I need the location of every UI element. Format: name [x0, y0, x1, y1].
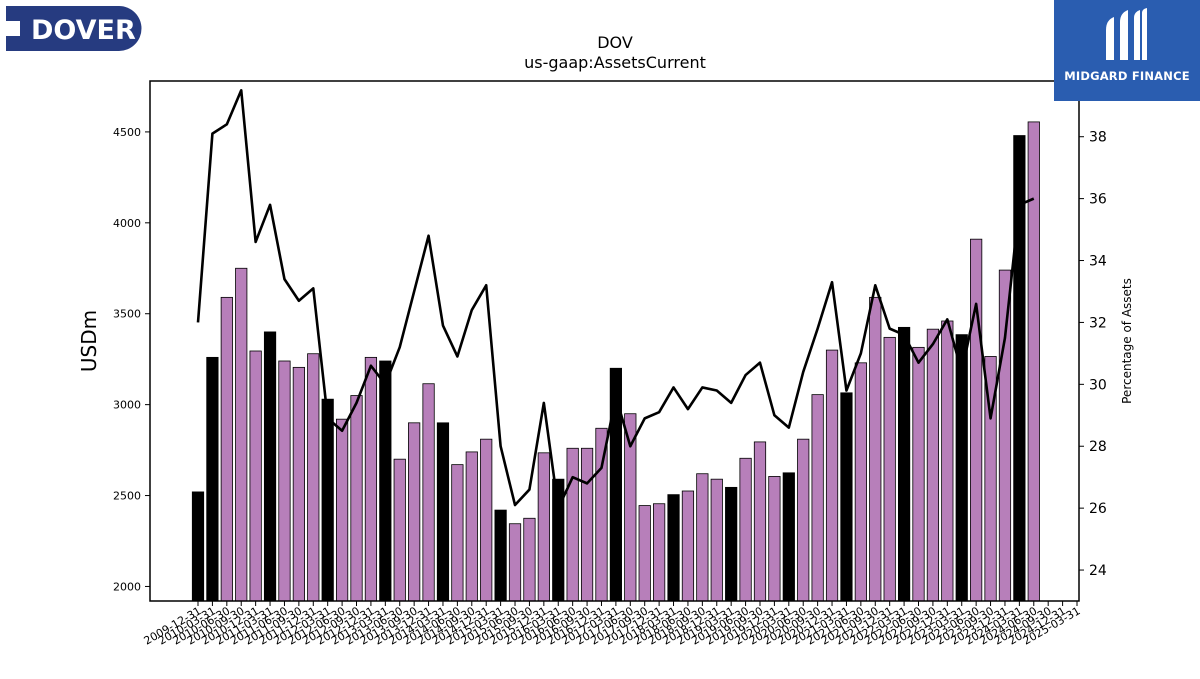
bar-quarterly	[292, 366, 305, 602]
bar-annual	[955, 334, 968, 602]
bar-quarterly	[249, 350, 262, 602]
bar-quarterly	[451, 464, 464, 602]
y-tick-label: 3500	[113, 308, 141, 321]
left-axis: 2000 2500 3000 3500 4000 4500	[113, 126, 150, 593]
bar-quarterly	[941, 320, 954, 602]
bar-quarterly	[508, 523, 522, 602]
bar-quarterly	[580, 447, 594, 602]
bar-annual	[263, 331, 277, 602]
bar-quarterly	[393, 458, 406, 602]
bar-quarterly	[638, 505, 651, 602]
midgard-finance-logo: MIDGARD FINANCE	[1054, 0, 1200, 101]
bar-quarterly	[768, 476, 781, 602]
bar-quarterly	[739, 457, 752, 602]
bar-quarterly	[335, 418, 349, 602]
bar-annual	[897, 326, 911, 602]
bar-annual	[191, 491, 205, 602]
bar-annual	[667, 494, 680, 602]
y-axis-label: USDm	[77, 310, 101, 372]
bar-quarterly	[926, 328, 940, 602]
bar-quarterly	[998, 269, 1012, 602]
bar-quarterly	[883, 336, 896, 602]
bar-quarterly	[912, 346, 925, 602]
bar-quarterly	[797, 438, 810, 602]
bar-quarterly	[653, 503, 666, 602]
y-tick-label: 4000	[113, 217, 141, 230]
bar-annual	[840, 392, 853, 602]
bar-quarterly	[869, 296, 882, 602]
y-tick-label: 3000	[113, 399, 141, 412]
y2-tick-label: 34	[1089, 254, 1107, 270]
bar-quarterly	[480, 438, 493, 602]
bar-quarterly	[566, 447, 579, 602]
bar-quarterly	[753, 441, 767, 602]
chart-title: DOV	[597, 33, 633, 52]
right-axis: 24 26 28 30 32 34 36 38	[1079, 130, 1107, 579]
x-axis: 2009-12-312010-03-312010-06-302010-09-30…	[142, 601, 1083, 648]
percentage-line	[196, 88, 1035, 510]
bar-quarterly	[523, 517, 536, 602]
dover-logo-text: DOVER	[31, 15, 136, 46]
bar-quarterly	[235, 267, 248, 602]
bar-quarterly	[1027, 121, 1040, 602]
midgard-emblem-icon	[1106, 8, 1147, 60]
bar-quarterly	[681, 490, 695, 602]
bar-quarterly	[811, 394, 824, 602]
bar-annual	[494, 509, 507, 602]
bar-quarterly	[710, 478, 723, 602]
dover-logo: DOVER	[6, 6, 142, 51]
bar-quarterly	[465, 451, 478, 602]
bar-annual	[379, 360, 392, 602]
bar-quarterly	[422, 383, 435, 602]
midgard-logo-text: MIDGARD FINANCE	[1064, 69, 1190, 83]
bar-quarterly	[307, 353, 320, 602]
bar-annual	[321, 398, 334, 602]
y2-tick-label: 30	[1089, 377, 1107, 393]
y-tick-label: 2500	[113, 490, 141, 503]
bar-quarterly	[537, 452, 550, 602]
bar-annual	[436, 422, 450, 602]
bar-quarterly	[220, 296, 233, 602]
bar-quarterly	[854, 362, 867, 602]
bar-annual	[725, 486, 738, 602]
bar-quarterly	[696, 473, 709, 602]
y2-axis-label: Percentage of Assets	[1120, 278, 1134, 404]
y2-tick-label: 38	[1089, 130, 1107, 146]
chart-subtitle: us-gaap:AssetsCurrent	[524, 53, 706, 72]
bar-quarterly	[278, 360, 291, 602]
bar-series	[191, 121, 1040, 602]
y-tick-label: 4500	[113, 126, 141, 139]
y2-tick-label: 28	[1089, 439, 1107, 455]
y-tick-label: 2000	[113, 580, 141, 593]
bar-quarterly	[408, 422, 421, 602]
line-series	[196, 88, 1035, 510]
bar-quarterly	[350, 395, 363, 602]
y2-tick-label: 36	[1089, 192, 1107, 208]
y2-tick-label: 26	[1089, 501, 1107, 517]
bar-annual	[782, 472, 795, 602]
bar-quarterly	[970, 238, 983, 602]
plot-frame	[149, 80, 1080, 602]
bar-quarterly	[825, 349, 839, 602]
y2-tick-label: 32	[1089, 315, 1107, 331]
bar-annual	[206, 356, 219, 602]
bar-quarterly	[364, 356, 378, 602]
y2-tick-label: 24	[1089, 563, 1107, 579]
